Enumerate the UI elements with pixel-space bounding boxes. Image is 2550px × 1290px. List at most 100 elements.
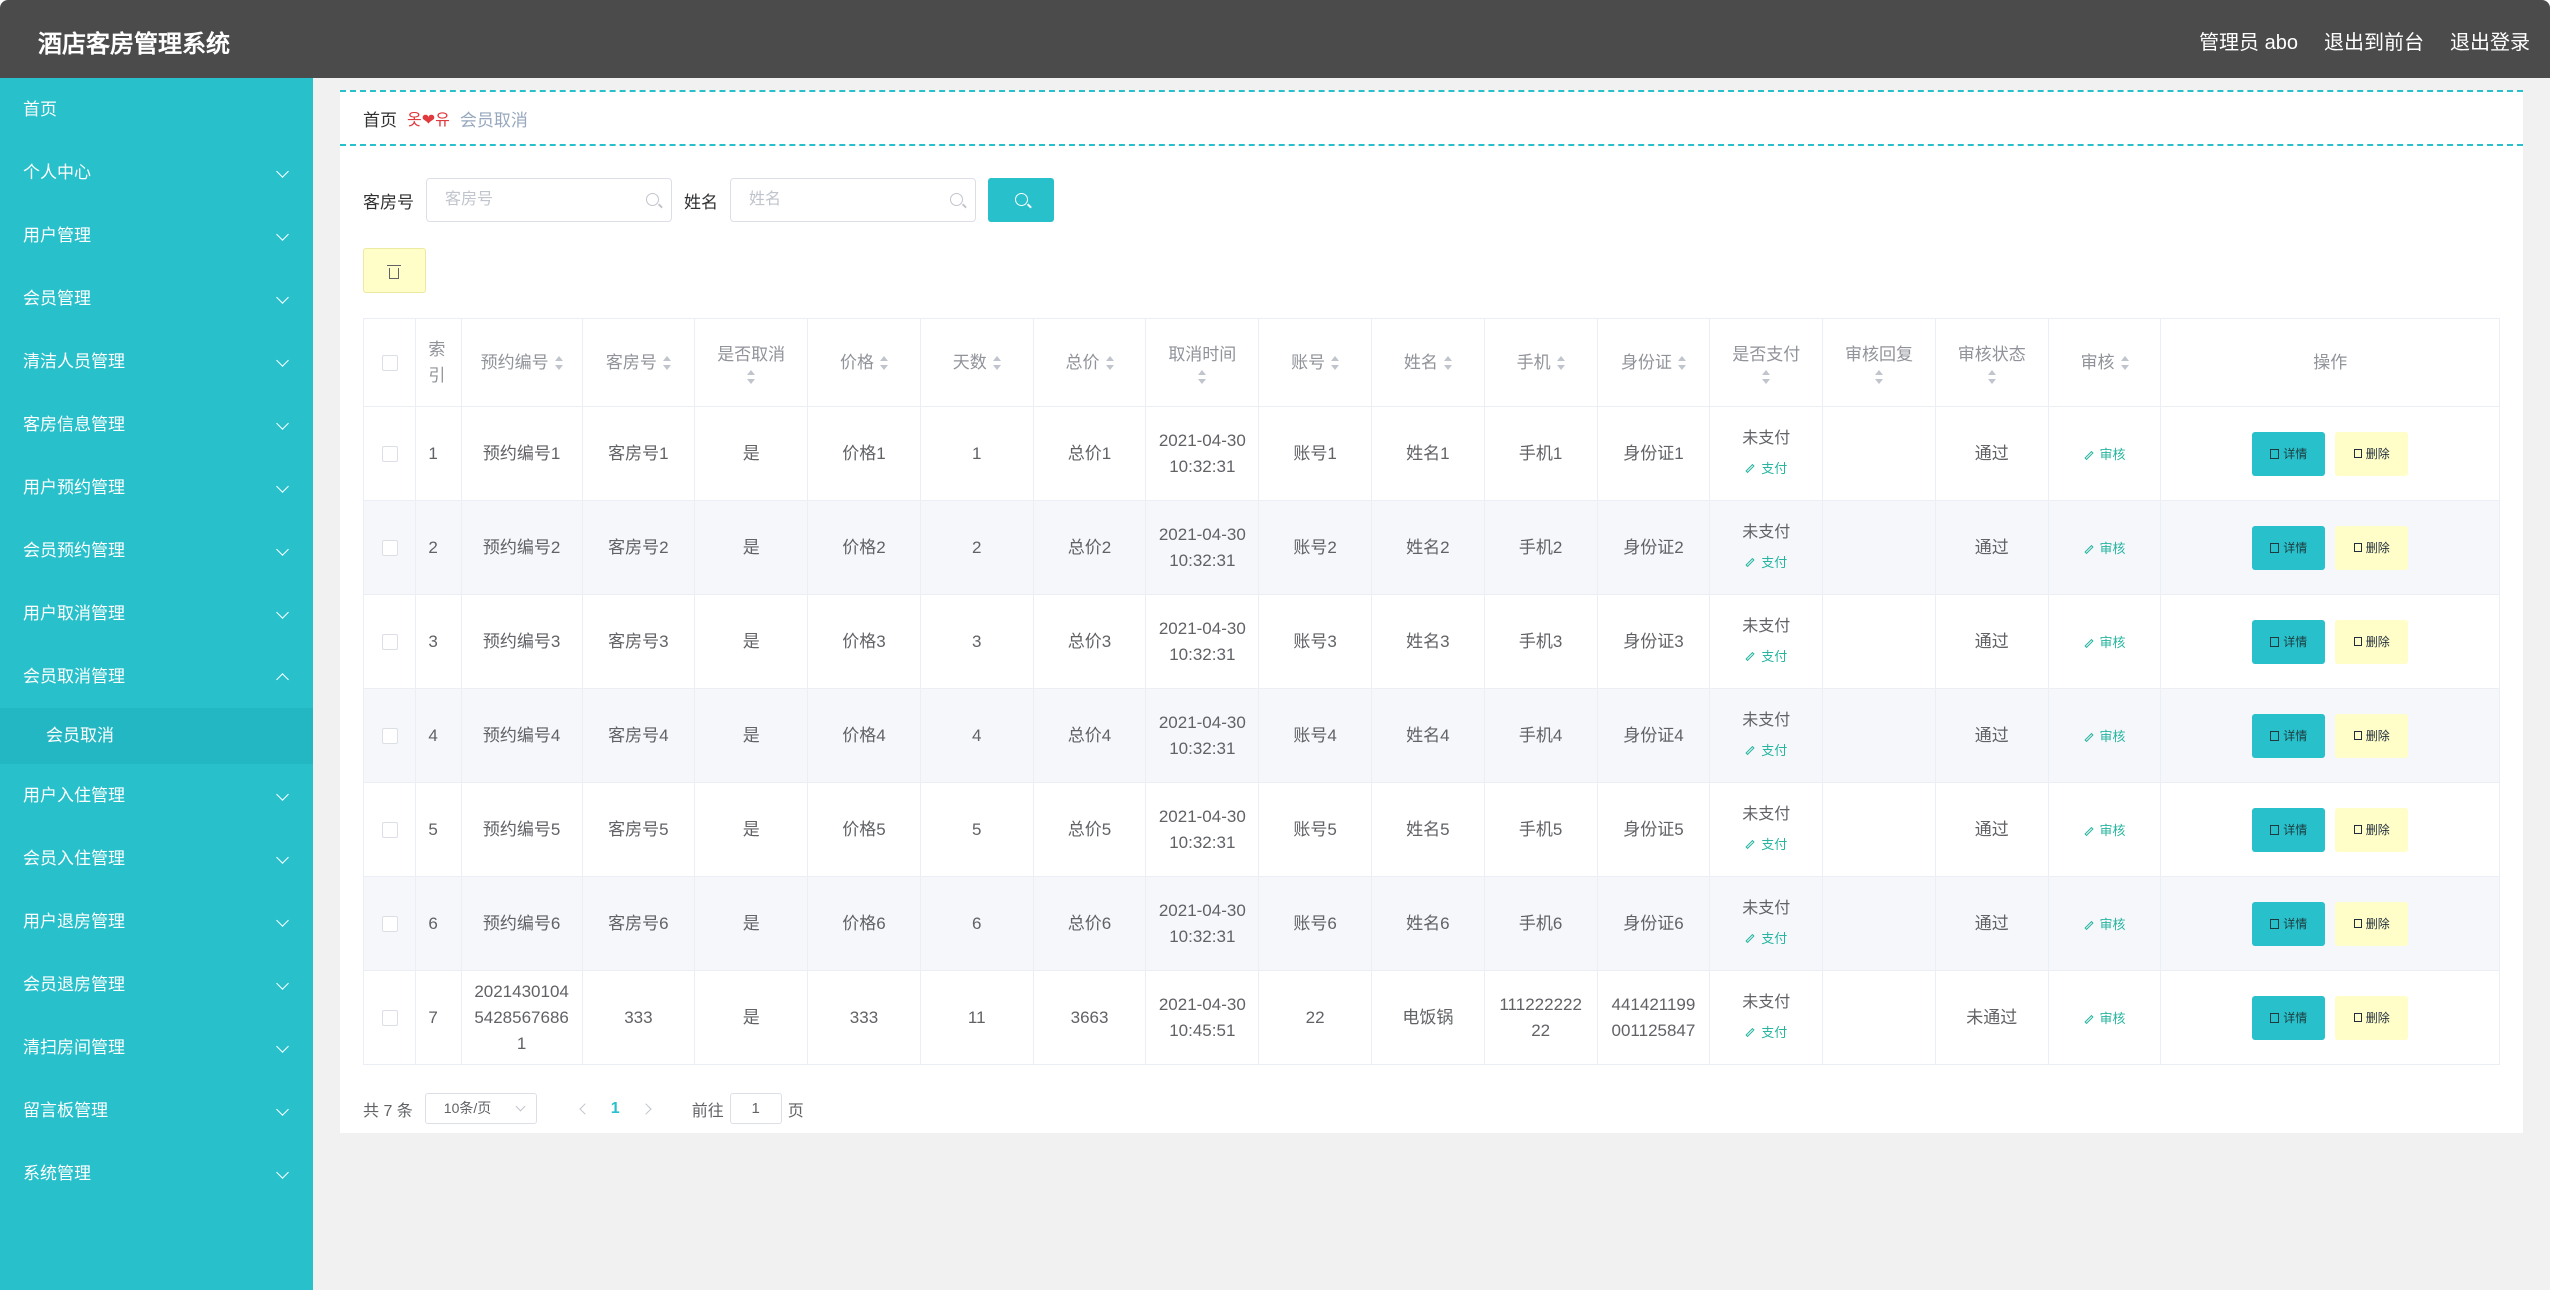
sort-icon[interactable] xyxy=(1987,369,1996,384)
sort-icon[interactable] xyxy=(2120,356,2129,371)
detail-button[interactable]: 详情 xyxy=(2252,807,2326,852)
column-header[interactable]: 姓名 xyxy=(1370,318,1485,407)
sidebar-item[interactable]: 用户取消管理 xyxy=(0,582,313,645)
column-header[interactable]: 账号 xyxy=(1258,318,1372,407)
sort-icon[interactable] xyxy=(879,356,888,371)
column-header[interactable]: 审核 xyxy=(2047,318,2162,407)
sidebar-item[interactable]: 用户预约管理 xyxy=(0,456,313,519)
name-search-input[interactable] xyxy=(731,179,975,221)
sidebar-item[interactable]: 系统管理 xyxy=(0,1142,313,1205)
sidebar-item[interactable]: 会员预约管理 xyxy=(0,519,313,582)
sidebar-subitem-member-cancel[interactable]: 会员取消 xyxy=(0,708,313,764)
detail-button[interactable]: 详情 xyxy=(2252,995,2326,1040)
column-header[interactable]: 客房号 xyxy=(581,318,696,407)
batch-delete-button[interactable] xyxy=(363,248,426,293)
sidebar-item[interactable]: 清扫房间管理 xyxy=(0,1016,313,1079)
detail-button[interactable]: 详情 xyxy=(2252,431,2326,476)
row-checkbox[interactable] xyxy=(381,446,398,463)
row-checkbox[interactable] xyxy=(381,1010,398,1027)
delete-button[interactable]: 删除 xyxy=(2335,431,2409,476)
column-header-label: 价格 xyxy=(839,352,874,372)
row-checkbox[interactable] xyxy=(381,916,398,933)
review-link[interactable]: 审核 xyxy=(2083,912,2126,938)
column-header[interactable]: 是否支付 xyxy=(1709,318,1824,407)
sort-icon[interactable] xyxy=(1762,369,1771,384)
sort-icon[interactable] xyxy=(747,369,756,384)
column-header[interactable]: 总价 xyxy=(1032,318,1147,407)
delete-button[interactable]: 删除 xyxy=(2335,807,2409,852)
sidebar-item[interactable]: 首页 xyxy=(0,78,313,141)
row-checkbox[interactable] xyxy=(381,822,398,839)
pay-link[interactable]: 支付 xyxy=(1745,1020,1787,1046)
delete-button[interactable]: 删除 xyxy=(2335,901,2409,946)
review-link[interactable]: 审核 xyxy=(2083,1006,2126,1032)
logout-link[interactable]: 退出登录 xyxy=(2450,32,2530,54)
sort-icon[interactable] xyxy=(1556,356,1565,371)
row-checkbox[interactable] xyxy=(381,634,398,651)
row-checkbox[interactable] xyxy=(381,728,398,745)
sort-icon[interactable] xyxy=(1331,356,1340,371)
prev-page-button[interactable] xyxy=(579,1102,591,1115)
sort-icon[interactable] xyxy=(662,356,671,371)
sidebar-item[interactable]: 留言板管理 xyxy=(0,1079,313,1142)
sort-icon[interactable] xyxy=(1105,356,1114,371)
review-link[interactable]: 审核 xyxy=(2083,536,2126,562)
column-header[interactable]: 手机 xyxy=(1483,318,1598,407)
row-checkbox[interactable] xyxy=(381,540,398,557)
sidebar-item[interactable]: 清洁人员管理 xyxy=(0,330,313,393)
pagination: 共 7 条 10条/页 1 前往 1 页 xyxy=(363,1093,804,1124)
current-page-number[interactable]: 1 xyxy=(610,1099,620,1117)
pay-link[interactable]: 支付 xyxy=(1745,738,1787,764)
search-button[interactable] xyxy=(988,178,1054,222)
column-header[interactable]: 身份证 xyxy=(1596,318,1711,407)
sidebar-item[interactable]: 客房信息管理 xyxy=(0,393,313,456)
sidebar-item[interactable]: 个人中心 xyxy=(0,141,313,204)
delete-button[interactable]: 删除 xyxy=(2335,995,2409,1040)
sort-icon[interactable] xyxy=(1677,356,1686,371)
column-header[interactable]: 审核回复 xyxy=(1822,318,1936,407)
sidebar-item[interactable]: 会员取消管理 xyxy=(0,645,313,708)
cancellation-table: 索引 预约编号 客房号 是否取消 价格 天数 总价 取消时间 账号 姓名 手机 … xyxy=(362,318,2500,1065)
pay-link[interactable]: 支付 xyxy=(1745,644,1787,670)
pay-link[interactable]: 支付 xyxy=(1745,832,1787,858)
detail-button[interactable]: 详情 xyxy=(2252,713,2326,758)
delete-button[interactable]: 删除 xyxy=(2335,619,2409,664)
sidebar-item[interactable]: 用户入住管理 xyxy=(0,764,313,827)
page-size-select[interactable]: 10条/页 xyxy=(424,1093,537,1124)
sort-icon[interactable] xyxy=(1875,369,1883,384)
room-search-input[interactable] xyxy=(427,179,671,221)
cell-name: 姓名6 xyxy=(1370,876,1485,971)
exit-to-frontend-link[interactable]: 退出到前台 xyxy=(2324,32,2424,54)
pay-link[interactable]: 支付 xyxy=(1745,456,1787,482)
column-header[interactable]: 是否取消 xyxy=(694,318,809,407)
goto-page-input[interactable]: 1 xyxy=(729,1093,782,1124)
column-header[interactable]: 价格 xyxy=(807,318,921,407)
detail-button[interactable]: 详情 xyxy=(2252,525,2326,570)
review-link[interactable]: 审核 xyxy=(2083,724,2126,750)
pay-link[interactable]: 支付 xyxy=(1745,550,1787,576)
delete-button[interactable]: 删除 xyxy=(2335,713,2409,758)
detail-button[interactable]: 详情 xyxy=(2252,901,2326,946)
breadcrumb-home[interactable]: 首页 xyxy=(363,110,397,130)
next-page-button[interactable] xyxy=(640,1102,652,1115)
delete-button[interactable]: 删除 xyxy=(2335,525,2409,570)
sidebar-item[interactable]: 用户退房管理 xyxy=(0,890,313,953)
sort-icon[interactable] xyxy=(554,356,563,371)
sort-icon[interactable] xyxy=(1443,356,1452,371)
column-header[interactable]: 天数 xyxy=(919,318,1034,407)
sidebar-item[interactable]: 会员管理 xyxy=(0,267,313,330)
column-header[interactable]: 审核状态 xyxy=(1934,318,2049,407)
sort-icon[interactable] xyxy=(1198,369,1207,384)
sort-icon[interactable] xyxy=(992,356,1001,371)
select-all-checkbox[interactable] xyxy=(381,355,398,372)
pay-link[interactable]: 支付 xyxy=(1745,926,1787,952)
review-link[interactable]: 审核 xyxy=(2083,818,2126,844)
sidebar-item[interactable]: 用户管理 xyxy=(0,204,313,267)
review-link[interactable]: 审核 xyxy=(2083,442,2126,468)
sidebar-item[interactable]: 会员退房管理 xyxy=(0,953,313,1016)
sidebar-item[interactable]: 会员入住管理 xyxy=(0,827,313,890)
column-header[interactable]: 预约编号 xyxy=(460,318,583,407)
column-header[interactable]: 取消时间 xyxy=(1145,318,1260,407)
review-link[interactable]: 审核 xyxy=(2083,630,2126,656)
detail-button[interactable]: 详情 xyxy=(2252,619,2326,664)
